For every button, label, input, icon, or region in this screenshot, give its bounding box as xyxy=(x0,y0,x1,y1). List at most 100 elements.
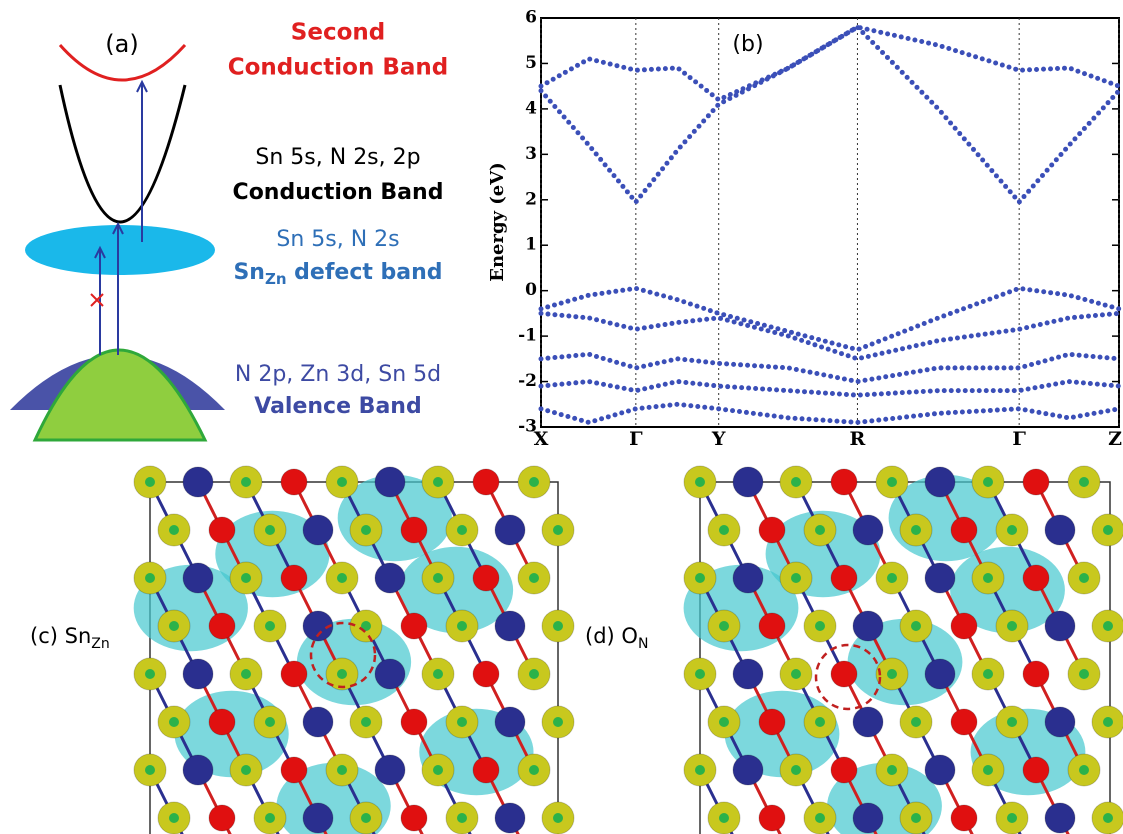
y-tick-label: 0 xyxy=(525,280,537,300)
atom xyxy=(733,659,763,689)
x-tick-label: Γ xyxy=(629,428,643,450)
atom xyxy=(169,621,179,631)
band-line xyxy=(541,354,1119,381)
atom xyxy=(265,813,275,823)
atom xyxy=(183,563,213,593)
atom xyxy=(553,525,563,535)
atom xyxy=(925,755,955,785)
y-tick-label: 6 xyxy=(525,8,537,28)
atom xyxy=(281,661,307,687)
atom xyxy=(375,659,405,689)
band-line xyxy=(541,382,1119,396)
subscript: Zn xyxy=(265,270,287,288)
atom xyxy=(733,467,763,497)
atom xyxy=(911,717,921,727)
atom xyxy=(457,717,467,727)
atom xyxy=(1079,573,1089,583)
text-main: Sn xyxy=(233,260,265,285)
atom xyxy=(303,707,333,737)
atom xyxy=(303,515,333,545)
atom xyxy=(361,813,371,823)
atom xyxy=(853,707,883,737)
orbital-text: Sn 5s, N 2s xyxy=(276,227,399,252)
text-main: O xyxy=(621,624,638,648)
band-name: SnZn defect band xyxy=(233,260,442,288)
atom xyxy=(145,477,155,487)
atom xyxy=(433,477,443,487)
atom xyxy=(209,613,235,639)
atom xyxy=(241,669,251,679)
atom xyxy=(375,755,405,785)
atom xyxy=(183,467,213,497)
band-name: Conduction Band xyxy=(228,55,448,81)
atom xyxy=(1045,611,1075,641)
atom xyxy=(815,621,825,631)
atom xyxy=(303,803,333,833)
atom xyxy=(529,477,539,487)
band-line xyxy=(541,27,1119,100)
atom xyxy=(209,805,235,831)
x-tick-label: Y xyxy=(711,428,726,450)
atom xyxy=(887,669,897,679)
atom xyxy=(361,525,371,535)
atom xyxy=(983,573,993,583)
atom xyxy=(719,621,729,631)
y-axis-label: Energy (eV) xyxy=(487,162,508,282)
atom xyxy=(951,613,977,639)
atom xyxy=(401,517,427,543)
x-tick-label: Γ xyxy=(1012,428,1026,450)
x-tick-label: Z xyxy=(1108,428,1122,450)
atom xyxy=(169,813,179,823)
atom xyxy=(1103,621,1113,631)
y-tick-label: 1 xyxy=(525,235,537,255)
atom xyxy=(695,477,705,487)
atom xyxy=(1103,813,1113,823)
atom xyxy=(925,467,955,497)
atom xyxy=(529,765,539,775)
atom xyxy=(473,565,499,591)
atom xyxy=(241,573,251,583)
atom xyxy=(145,765,155,775)
band-line xyxy=(541,27,1119,202)
atom xyxy=(553,621,563,631)
band-line xyxy=(541,404,1119,422)
atom xyxy=(1007,621,1017,631)
text-main: (c) xyxy=(30,624,65,648)
orbital-text: Sn 5s, N 2s, 2p xyxy=(255,145,420,170)
panel-label: (b) xyxy=(732,32,763,57)
atom xyxy=(831,757,857,783)
atom xyxy=(815,717,825,727)
atom xyxy=(759,517,785,543)
atom xyxy=(1103,525,1113,535)
atom xyxy=(911,813,921,823)
atom xyxy=(831,661,857,687)
atom xyxy=(281,565,307,591)
defect-band-shape xyxy=(25,225,215,275)
atom xyxy=(401,805,427,831)
atom xyxy=(265,621,275,631)
atom xyxy=(265,717,275,727)
atom xyxy=(951,805,977,831)
panel-d: (d) ON xyxy=(585,466,1123,834)
atom xyxy=(337,669,347,679)
atom xyxy=(457,813,467,823)
band-name: Second xyxy=(291,20,385,46)
atom xyxy=(983,669,993,679)
atom xyxy=(831,565,857,591)
atom xyxy=(1023,469,1049,495)
forbidden-mark xyxy=(91,294,103,306)
orbital-text: N 2p, Zn 3d, Sn 5d xyxy=(235,362,441,387)
x-tick-label: X xyxy=(534,428,549,450)
atom xyxy=(553,717,563,727)
atom xyxy=(719,525,729,535)
atom xyxy=(375,467,405,497)
atom xyxy=(759,805,785,831)
atom xyxy=(831,469,857,495)
atom xyxy=(1045,515,1075,545)
band-name: Conduction Band xyxy=(233,180,444,205)
atom xyxy=(337,477,347,487)
atom xyxy=(911,525,921,535)
atom xyxy=(209,709,235,735)
atom xyxy=(401,709,427,735)
atom xyxy=(1045,803,1075,833)
